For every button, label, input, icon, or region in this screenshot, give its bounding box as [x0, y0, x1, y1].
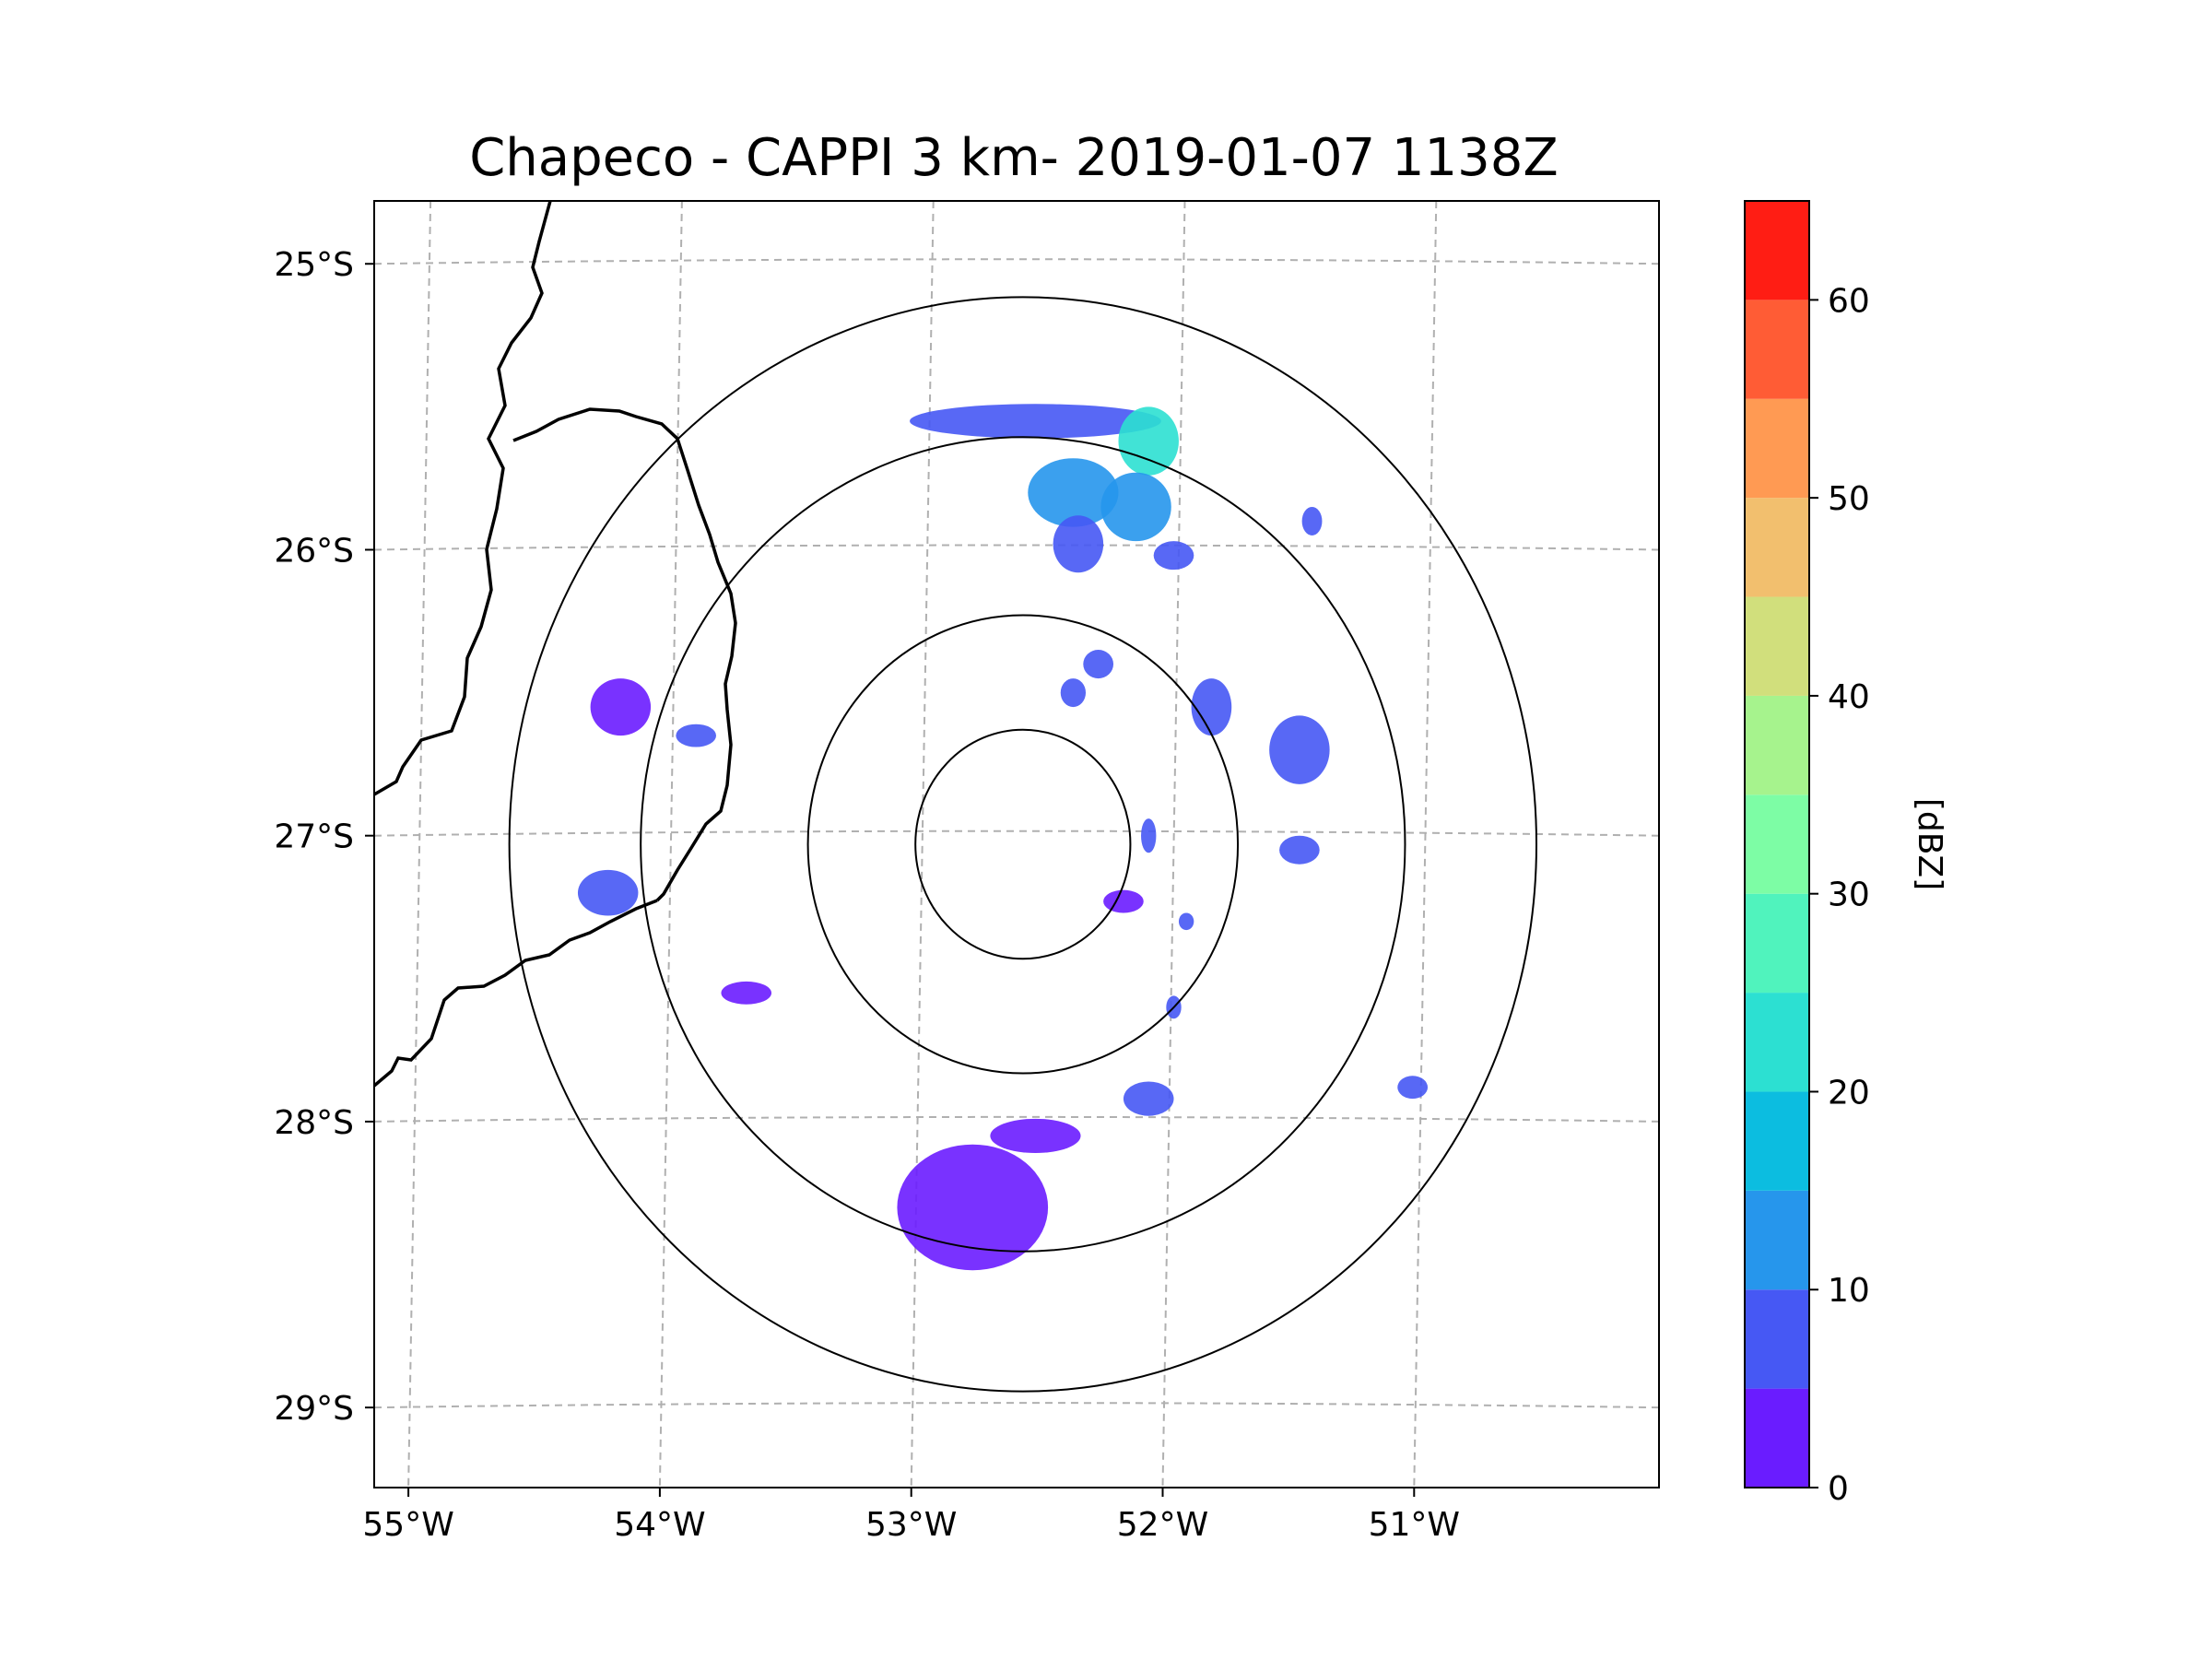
meridian-line — [658, 201, 683, 1488]
colorbar-segment — [1745, 398, 1809, 499]
echo-cell — [721, 981, 772, 1005]
colorbar-segment — [1745, 596, 1809, 696]
y-tick-label: 29°S — [274, 1390, 354, 1428]
colorbar-segment — [1745, 1091, 1809, 1191]
range-rings — [508, 296, 1538, 1393]
colorbar-tick-label: 10 — [1828, 1272, 1870, 1310]
x-tick-label: 52°W — [1117, 1506, 1208, 1544]
colorbar-segment — [1745, 695, 1809, 795]
longitude-axis: 55°W 54°W 53°W 52°W 51°W — [362, 1488, 1460, 1544]
meridian-line — [910, 201, 935, 1488]
map-frame — [373, 200, 1660, 1488]
range-ring — [508, 296, 1538, 1393]
colorbar-segment — [1745, 498, 1809, 597]
range-ring — [640, 436, 1406, 1253]
echo-cell — [1053, 515, 1104, 573]
border-line-west — [374, 201, 552, 796]
echo-cell — [1118, 406, 1179, 476]
colorbar-tick-label: 50 — [1828, 480, 1870, 518]
border-line-southwest — [374, 899, 658, 1088]
meridian-line — [1413, 201, 1438, 1488]
echo-cell — [1060, 678, 1087, 708]
colorbar-ticks: 0 10 20 30 40 50 60 — [1809, 282, 1870, 1508]
border-line-interior — [512, 407, 737, 902]
echo-cell — [1141, 818, 1157, 853]
x-tick-label: 51°W — [1369, 1506, 1460, 1544]
colorbar-label: [dBZ] — [1911, 798, 1948, 890]
echo-cell — [1153, 541, 1194, 571]
colorbar-tick-label: 60 — [1828, 282, 1870, 320]
radar-echoes — [577, 404, 1429, 1271]
colorbar: 0 10 20 30 40 50 60 [dBZ] — [1744, 200, 1948, 1508]
y-tick-label: 28°S — [274, 1104, 354, 1142]
latitude-axis: 25°S 26°S 27°S 28°S 29°S — [274, 246, 374, 1428]
colorbar-segment — [1745, 201, 1809, 300]
colorbar-segment — [1745, 993, 1809, 1092]
y-tick-label: 25°S — [274, 246, 354, 284]
x-tick-label: 54°W — [614, 1506, 705, 1544]
echo-cell — [1103, 889, 1144, 913]
meridian-line — [1161, 201, 1186, 1488]
y-tick-label: 27°S — [274, 818, 354, 856]
echo-cell — [1123, 1081, 1174, 1116]
colorbar-segments — [1745, 201, 1809, 1488]
echo-cell — [1100, 472, 1171, 542]
colorbar-segment — [1745, 1388, 1809, 1488]
colorbar-segment — [1745, 794, 1809, 894]
echo-cell — [1269, 715, 1330, 784]
x-tick-label: 53°W — [865, 1506, 957, 1544]
chart-title: Chapeco - CAPPI 3 km- 2019-01-07 1138Z — [469, 128, 1559, 188]
echo-cell — [1279, 835, 1320, 865]
colorbar-segment — [1745, 1289, 1809, 1389]
echo-cell — [1178, 912, 1194, 931]
range-ring — [806, 614, 1240, 1075]
echo-cell — [910, 404, 1161, 439]
echo-cell — [1397, 1076, 1429, 1100]
colorbar-tick-label: 40 — [1828, 678, 1870, 716]
echo-cell — [676, 724, 717, 747]
echo-cell — [1301, 506, 1323, 535]
echo-cell — [1028, 458, 1119, 527]
echo-cell — [1191, 678, 1232, 736]
meridian-line — [407, 201, 432, 1488]
echo-cell — [590, 678, 652, 736]
colorbar-tick-label: 30 — [1828, 877, 1870, 914]
echo-cell — [990, 1118, 1081, 1154]
map-plot-area — [374, 201, 1659, 1488]
colorbar-segment — [1745, 893, 1809, 994]
echo-cell — [1083, 650, 1114, 679]
colorbar-frame — [1744, 200, 1810, 1488]
colorbar-segment — [1745, 1190, 1809, 1290]
echo-cell — [577, 869, 639, 916]
state-border-lines — [374, 201, 737, 1088]
y-tick-label: 26°S — [274, 532, 354, 570]
colorbar-segment — [1745, 300, 1809, 399]
colorbar-tick-label: 20 — [1828, 1074, 1870, 1112]
echo-cell — [897, 1144, 1049, 1271]
graticule — [374, 201, 1659, 1488]
map-background — [374, 201, 1659, 1488]
range-ring — [914, 728, 1132, 960]
colorbar-tick-label: 0 — [1828, 1470, 1849, 1508]
x-tick-label: 55°W — [362, 1506, 453, 1544]
